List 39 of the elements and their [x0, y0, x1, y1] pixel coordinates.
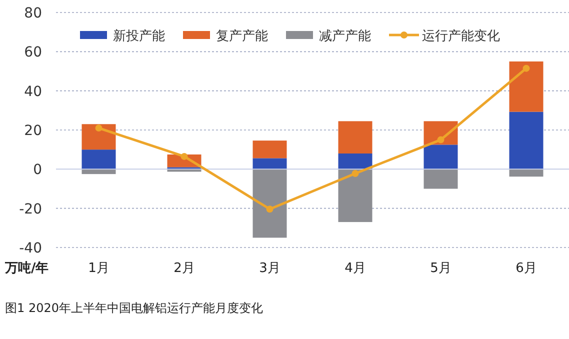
bar — [252, 158, 287, 170]
bar — [424, 144, 458, 170]
bar — [338, 154, 372, 170]
y-tick-label: 0 — [33, 162, 42, 178]
y-tick-label: 40 — [24, 84, 42, 100]
bar — [338, 121, 372, 154]
x-tick-label: 5月 — [430, 261, 452, 276]
y-tick-label: 80 — [24, 6, 42, 22]
x-tick-label: 4月 — [344, 261, 366, 276]
point — [180, 152, 188, 160]
bar — [424, 169, 458, 189]
x-tick-label: 2月 — [174, 261, 195, 276]
legend-label: 减产产能 — [319, 29, 371, 44]
legend-label: 复产产能 — [216, 29, 268, 44]
bar — [509, 112, 544, 170]
y-tick-label: 60 — [24, 44, 42, 61]
y-axis-title: 万吨/年 — [4, 261, 49, 276]
bar — [509, 61, 544, 112]
bar — [252, 169, 287, 238]
bar — [82, 169, 116, 174]
point — [437, 136, 444, 144]
bar — [252, 140, 287, 158]
bar — [338, 169, 372, 222]
point — [266, 206, 274, 213]
point — [522, 64, 530, 72]
legend-label: 运行产能变化 — [422, 29, 500, 44]
point — [95, 124, 102, 132]
text: 图1 2020年上半年中国电解铝运行产能月度变化 — [5, 301, 263, 315]
bar — [82, 150, 116, 170]
legend-label: 新投产能 — [113, 29, 165, 44]
bar — [82, 124, 116, 150]
x-tick-label: 6月 — [516, 261, 537, 276]
y-tick-label: -40 — [19, 240, 42, 256]
point — [352, 170, 359, 177]
x-tick-label: 1月 — [88, 261, 110, 276]
bar — [509, 169, 544, 177]
x-tick-label: 3月 — [259, 261, 280, 276]
y-tick-label: 20 — [24, 123, 42, 139]
y-tick-label: -20 — [19, 201, 42, 218]
